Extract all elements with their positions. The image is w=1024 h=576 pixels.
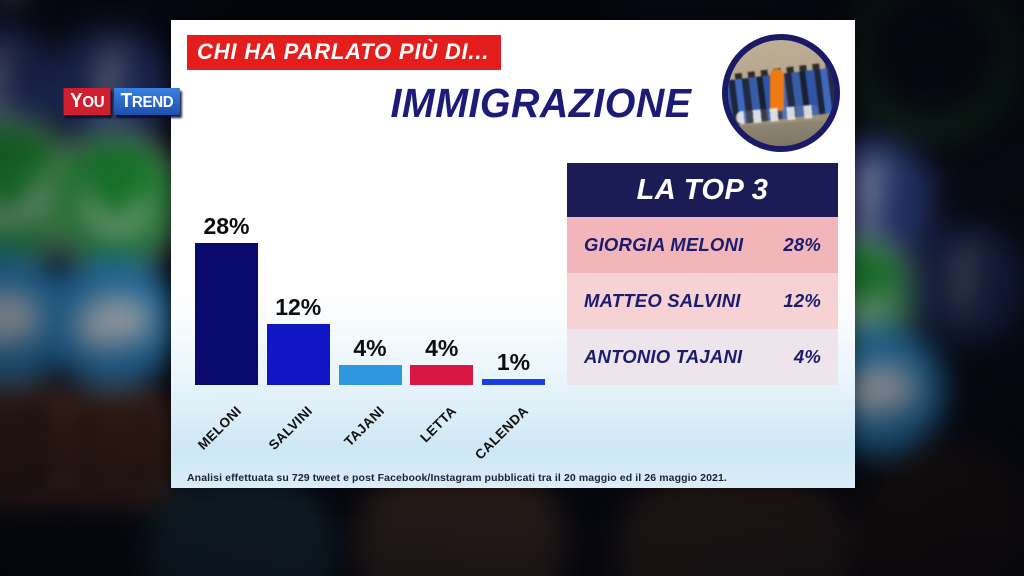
top3-percentage: 4% bbox=[793, 346, 821, 367]
top3-percentage: 28% bbox=[783, 234, 821, 255]
top3-rows: GIORGIA MELONI 28% MATTEO SALVINI 12% ANTONI… bbox=[567, 217, 838, 385]
bar-salvini bbox=[266, 324, 330, 385]
youtrend-logo-you: YOU bbox=[63, 88, 111, 115]
top3-table: LA TOP 3 GIORGIA MELONI 28% MATTEO SALVINI… bbox=[567, 163, 838, 385]
bar-value-label: 12% bbox=[275, 294, 322, 321]
top3-row: MATTEO SALVINI 12% bbox=[567, 273, 838, 329]
bar-chart: 28% MELONI 12% SALVINI 4% TAJANI 4% LETTA 1% CALE… bbox=[171, 20, 855, 488]
top3-row: ANTONIO TAJANI 4% bbox=[567, 329, 838, 385]
photo-content bbox=[728, 40, 834, 146]
top3-header: LA TOP 3 bbox=[567, 163, 838, 217]
bar-tajani bbox=[338, 364, 402, 385]
top3-politician-name: MATTEO SALVINI bbox=[584, 290, 741, 311]
immigration-photo bbox=[722, 34, 840, 152]
bar-letta bbox=[410, 364, 474, 385]
bar-value-label: 4% bbox=[425, 334, 459, 361]
page-title: IMMIGRAZIONE bbox=[390, 80, 692, 126]
infographic-card: CHI HA PARLATO PIÙ DI... IMMIGRAZIONE 28… bbox=[171, 20, 855, 488]
bar-value-label: 28% bbox=[203, 213, 250, 239]
kicker-badge: CHI HA PARLATO PIÙ DI... bbox=[187, 35, 502, 70]
bar-meloni bbox=[195, 243, 258, 385]
methodology-footnote: Analisi effettuata su 729 tweet e post F… bbox=[187, 472, 727, 484]
youtrend-logo-trend: TREND bbox=[114, 88, 181, 115]
youtrend-logo: YOU TREND bbox=[62, 88, 183, 115]
top3-percentage: 12% bbox=[783, 290, 821, 311]
top3-politician-name: GIORGIA MELONI bbox=[584, 234, 744, 255]
bar-calenda bbox=[482, 378, 545, 385]
bar-value-label: 1% bbox=[496, 348, 531, 375]
top3-politician-name: ANTONIO TAJANI bbox=[584, 346, 743, 367]
top3-row: GIORGIA MELONI 28% bbox=[567, 217, 838, 273]
bar-value-label: 4% bbox=[353, 334, 387, 361]
